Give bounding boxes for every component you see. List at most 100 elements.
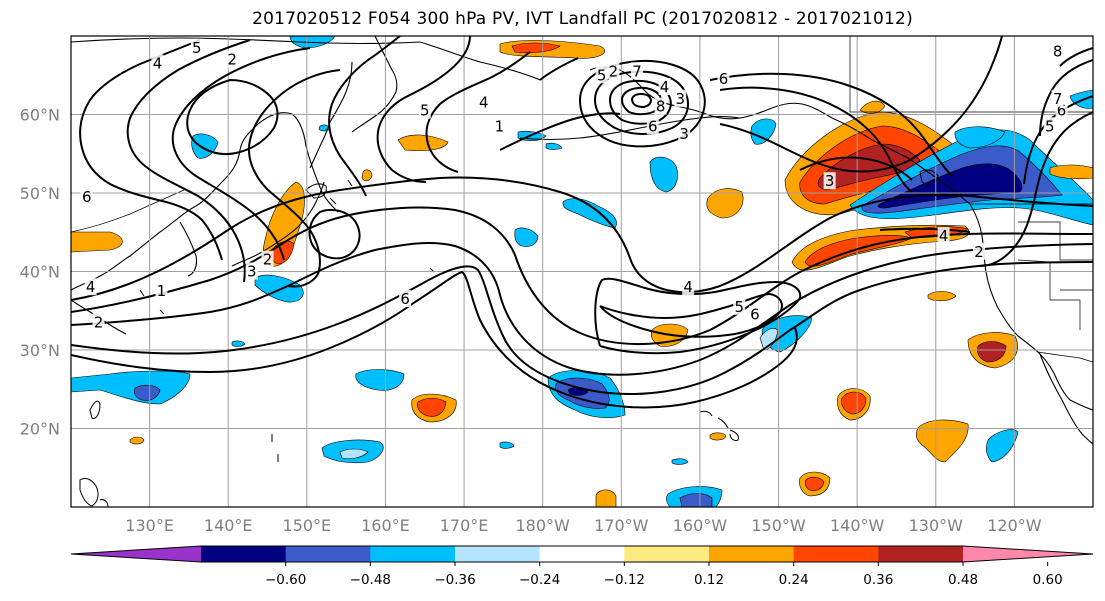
lon-label-240: 120°W <box>987 516 1042 535</box>
pv-label-bg <box>261 250 274 268</box>
colorbar-label: 0.12 <box>694 572 724 588</box>
anomaly-strong-positive-hawaii-ne <box>841 391 867 415</box>
pv-label: 6 <box>750 306 760 324</box>
pv-label-bg <box>748 305 761 323</box>
colorbar <box>70 545 1094 563</box>
pv-label-bg <box>631 62 644 80</box>
pv-label-bg <box>1051 89 1064 107</box>
pv-label-bg <box>595 66 608 84</box>
pv-label: 7 <box>632 62 642 80</box>
pv-contour-12 <box>328 36 401 197</box>
pv-contours <box>71 36 1093 409</box>
anomaly-negative-aleutian-small <box>545 142 563 150</box>
lon-label-140: 140°E <box>204 516 253 535</box>
lat-label-40: 40°N <box>20 263 60 282</box>
islands <box>79 169 939 507</box>
pv-contour-32 <box>799 156 913 181</box>
pv-label-bg <box>937 227 950 245</box>
colorbar-label: 0.36 <box>863 572 893 588</box>
pv-label: 4 <box>683 278 693 296</box>
pv-label: 2 <box>227 51 237 69</box>
pv-contour-13 <box>376 36 471 183</box>
pv-label-bg <box>674 89 687 107</box>
pv-label-bg <box>1043 117 1056 135</box>
pv-contour-17 <box>578 60 706 148</box>
pv-label-bg <box>682 278 695 296</box>
pv-label-bg <box>84 278 97 296</box>
pv-label: 5 <box>597 66 607 84</box>
colorbar-segment <box>624 546 710 562</box>
pv-label-bg <box>973 242 986 260</box>
pv-contour-1 <box>71 176 1093 301</box>
coast-kamchatka <box>351 36 398 133</box>
pv-contour-22 <box>499 112 621 151</box>
pv-label-bg <box>607 62 620 80</box>
pv-contour-3 <box>71 242 1093 376</box>
pv-contour-25 <box>709 72 953 177</box>
coast-bc <box>831 117 971 205</box>
border-us-mexico <box>1037 351 1093 363</box>
coast-chukotka <box>419 41 541 81</box>
anomaly-weak-negative-sw-alaska <box>759 328 779 351</box>
island-taiwan <box>89 400 101 419</box>
lon-label-180: 180°W <box>516 516 571 535</box>
lon-label-190: 170°W <box>594 516 649 535</box>
lon-label-230: 130°W <box>909 516 964 535</box>
lon-label-170: 170°E <box>440 516 489 535</box>
anomaly-positive-small-nw <box>361 169 373 182</box>
pv-label-bg <box>654 97 667 115</box>
anomaly-negative-west-25n <box>71 370 191 405</box>
coast-aleutians <box>519 115 741 141</box>
pv-label: 6 <box>82 188 92 206</box>
lon-label-200: 160°W <box>673 516 728 535</box>
pv-label-bg <box>92 313 105 331</box>
graticule <box>71 36 1093 507</box>
pv-label: 4 <box>479 94 489 112</box>
pv-contour-15 <box>186 78 279 155</box>
lon-label-210: 150°W <box>751 516 806 535</box>
anomaly-strong-negative-15n <box>679 493 713 507</box>
anomaly-positive-kamchatka <box>397 134 449 152</box>
pv-label: 5 <box>192 39 202 57</box>
pv-label-bg <box>151 54 164 72</box>
colorbar-segment <box>370 546 456 562</box>
pv-label: 3 <box>247 263 257 281</box>
anomaly-negative-japan-36n <box>254 274 304 303</box>
pv-label: 6 <box>1057 102 1067 120</box>
anomaly-positive-yellow-sea <box>71 231 123 253</box>
pv-label-bg <box>226 50 239 68</box>
pv-contour-18 <box>593 70 689 135</box>
pv-label: 2 <box>974 243 984 261</box>
pv-label-bg <box>646 117 659 135</box>
pv-contour-23 <box>539 57 579 81</box>
pv-label: 4 <box>660 78 670 96</box>
colorbar-labels: −0.60 −0.48 −0.36 −0.24 −0.12 0.12 0.24 0.36 0.4… <box>265 562 1063 588</box>
lat-label-50: 50°N <box>20 184 60 203</box>
anomaly-positive-small-south <box>595 489 617 507</box>
pv-contour-4 <box>71 261 1093 395</box>
pv-label: 8 <box>656 98 666 116</box>
pv-contour-26 <box>719 36 1003 173</box>
anomaly-positive-alaska-coast <box>859 100 886 114</box>
anomaly-weak-negative-20n <box>339 448 369 460</box>
colorbar-segment <box>709 546 795 562</box>
anomaly-positive-central <box>706 188 744 219</box>
map-frame <box>70 35 1094 508</box>
border-russia-china <box>71 189 185 233</box>
anomaly-negative-small-32n <box>231 340 246 347</box>
pv-contour-8 <box>79 39 223 261</box>
pv-contour-19 <box>608 79 672 125</box>
island-hawaii <box>699 410 739 441</box>
pv-contour-11 <box>248 69 341 288</box>
colorbar-segment <box>285 546 371 562</box>
colorbar-segment <box>201 546 287 562</box>
colorbar-label: 0.48 <box>948 572 978 588</box>
latitude-labels: 20°N 30°N 40°N 50°N 60°N <box>20 106 60 439</box>
pv-label-bg <box>190 38 203 56</box>
longitude-labels: 130°E 140°E 150°E 160°E 170°E 180°W 170°W 160°W… <box>125 516 1041 535</box>
lat-label-60: 60°N <box>20 106 60 125</box>
colorbar-outline <box>70 545 1094 563</box>
pv-contour-24 <box>719 86 913 193</box>
pv-label: 5 <box>420 102 430 120</box>
